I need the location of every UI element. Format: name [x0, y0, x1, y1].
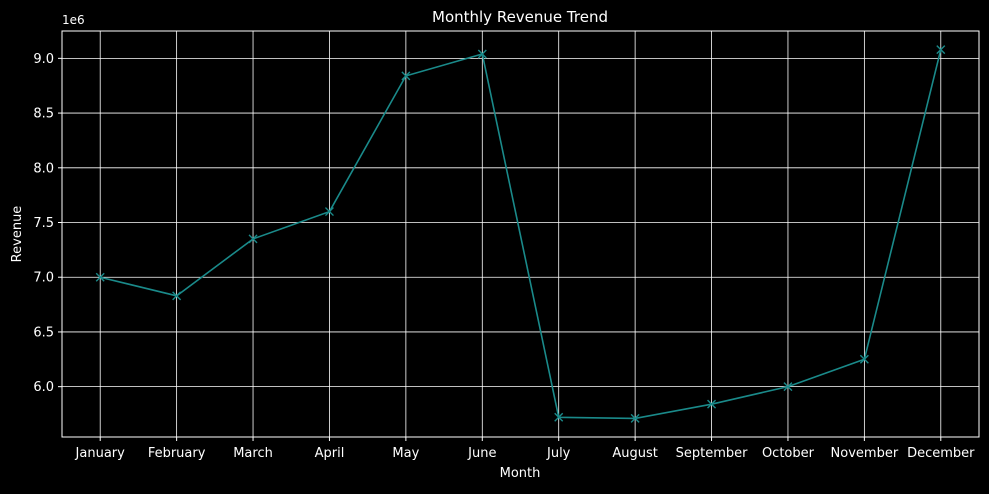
y-tick-label: 6.0 — [33, 380, 54, 395]
y-axis-label: Revenue — [10, 206, 25, 263]
x-tick-label: November — [831, 446, 899, 461]
data-point-marker — [172, 291, 182, 301]
x-tick-label: August — [612, 446, 658, 461]
chart-title: Monthly Revenue Trend — [432, 8, 608, 26]
data-point-marker — [401, 71, 411, 81]
data-point-marker — [95, 272, 105, 282]
data-series — [95, 45, 946, 423]
data-point-marker — [859, 354, 869, 364]
x-tick-label: February — [148, 446, 206, 461]
data-point-marker — [554, 412, 564, 422]
x-tick-label: December — [907, 446, 975, 461]
x-tick-label: July — [546, 446, 571, 461]
series-line — [100, 49, 942, 420]
data-point-marker — [783, 382, 793, 392]
x-tick-label: March — [233, 446, 273, 461]
x-tick-label: June — [467, 446, 496, 461]
data-point-marker — [630, 413, 640, 423]
x-tick-label: April — [315, 446, 345, 461]
data-point-marker — [707, 399, 717, 409]
y-tick-label: 8.0 — [33, 161, 54, 176]
y-tick-label: 7.0 — [33, 271, 54, 286]
x-tick-label: May — [392, 446, 419, 461]
grid — [62, 31, 979, 437]
data-point-marker — [477, 49, 487, 59]
y-offset-label: 1e6 — [62, 13, 85, 27]
axis-ticks: January February March April May June July Augu… — [33, 52, 975, 461]
data-point-marker — [324, 207, 334, 217]
x-tick-label: January — [75, 446, 126, 461]
data-point-marker — [936, 45, 946, 55]
y-tick-label: 8.5 — [33, 107, 54, 122]
x-tick-label: October — [762, 446, 815, 461]
y-tick-label: 9.0 — [33, 52, 54, 67]
data-point-marker — [248, 234, 258, 244]
plot-frame — [61, 30, 980, 438]
x-tick-label: September — [676, 446, 749, 461]
y-tick-label: 6.5 — [33, 325, 54, 340]
x-axis-label: Month — [500, 466, 541, 481]
y-tick-label: 7.5 — [33, 216, 54, 231]
